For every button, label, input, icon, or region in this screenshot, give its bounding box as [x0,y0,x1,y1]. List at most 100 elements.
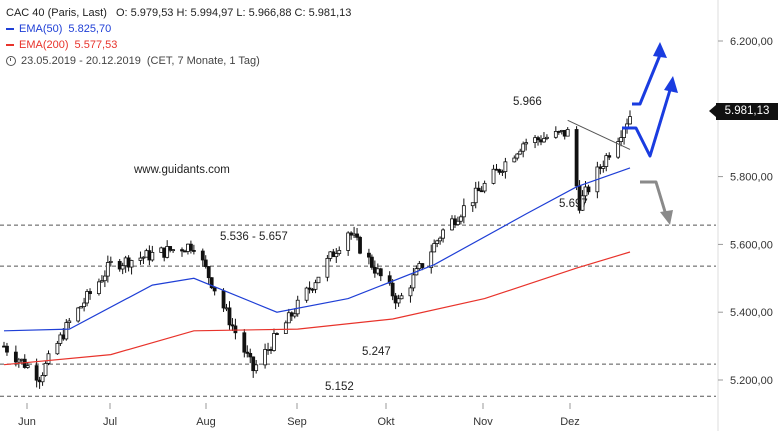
candle-body [622,128,626,138]
candle-body [144,250,149,258]
candle-body [85,291,89,304]
candle-body [245,351,250,354]
annotation-support2: 5.152 [325,381,354,393]
candle-body [565,129,570,137]
instrument-title: CAC 40 (Paris, Last) [6,7,107,19]
candle-body [417,263,422,270]
projection-arrow [622,89,672,158]
candle-body [542,138,546,143]
candle-body [470,202,475,207]
candle-body [61,334,66,340]
candle-body [432,243,437,253]
date-range: 23.05.2019 - 20.12.2019 (CET, 7 Monate, 1… [6,54,260,68]
candle-body [141,256,146,259]
candle-body [266,349,270,351]
candle-body [227,307,232,326]
candle-body [263,349,267,366]
candle-body [325,258,330,278]
candle-body [13,351,18,363]
candle-body [224,307,229,310]
candle-body [521,143,526,152]
y-tick-label: 5.200,00 [730,375,773,387]
candle-body [367,252,371,258]
candle-body [203,259,208,267]
candle-body [292,313,297,317]
candle-body [150,251,155,261]
candle-body [375,268,380,274]
candle-body [209,277,214,289]
x-tick-label: Okt [377,416,394,428]
candle-body [545,136,549,139]
candle-body [25,365,30,368]
candle-body [372,266,377,274]
candle-body [5,345,9,353]
candle-body [616,141,621,158]
candle-body [43,363,48,376]
candle-body [123,257,128,267]
candle-body [346,232,351,251]
candle-body [97,281,101,295]
candle-body [574,129,579,187]
candle-body [450,218,454,231]
annotation-low: 5.697 [559,198,588,210]
candle-body [515,153,520,159]
candle-body [206,266,211,279]
candle-body [88,291,92,295]
candle-body [562,129,567,137]
candle-body [619,137,623,142]
candle-body [138,257,143,261]
candle-body [524,142,529,145]
candle-body [200,250,205,261]
candle-body [420,263,425,268]
candle-body [34,365,39,381]
candle-body [212,287,217,292]
candle-body [355,233,359,238]
candle-body [183,250,187,253]
candle-body [476,187,481,192]
arrow-head-icon [653,42,667,58]
candle-body [559,129,564,132]
candle-body [435,240,440,244]
candle-body [67,320,72,323]
candle-body [19,358,24,361]
candle-body [168,246,173,251]
candle-body [269,349,273,351]
candle-body [429,251,434,268]
candle-body [162,247,167,258]
annotation-high: 5.966 [513,96,542,108]
candle-body [352,233,356,236]
x-tick-label: Jun [18,416,36,428]
candle-body [189,243,193,251]
candle-body [491,168,496,184]
candle-body [556,131,561,133]
candle-body [316,276,321,284]
candle-body [58,334,63,344]
triangle-trendline [567,119,631,150]
candle-body [331,251,336,258]
ema200-label: EMA(200) [19,39,69,51]
candle-body [334,253,339,258]
y-tick-label: 5.400,00 [730,307,773,319]
candle-body [473,187,478,204]
candle-body [539,139,543,143]
ema200-value: 5.577,53 [74,39,118,51]
candle-body [186,243,190,252]
candle-body [180,249,184,252]
ema200-swatch [6,44,14,47]
candle-body [79,306,84,309]
candle-body [378,268,383,277]
candle-body [2,345,6,348]
candle-body [100,280,104,283]
candle-body [479,190,484,193]
candle-body [242,332,247,353]
ema50-value: 5.825,70 [68,23,112,35]
candle-body [147,250,152,261]
candle-body [254,364,259,372]
candle-body [304,287,309,301]
date-range-text: 23.05.2019 - 20.12.2019 [21,55,141,67]
candle-body [313,282,318,290]
candle-body [283,322,288,334]
candle-body [411,274,416,289]
candle-body [399,295,404,300]
candle-body [233,325,238,334]
